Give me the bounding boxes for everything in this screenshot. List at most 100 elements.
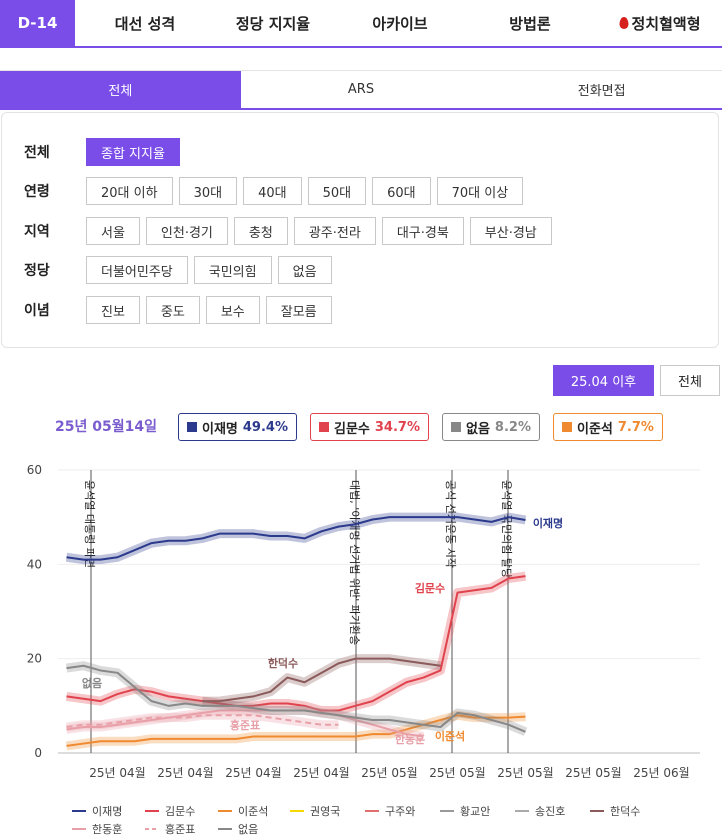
filter-option[interactable]: 대구·경북 [381,217,464,245]
filter-option[interactable]: 부산·경남 [469,217,552,245]
y-tick-label: 40 [27,557,42,571]
dday: D-14 [0,0,75,46]
y-tick-label: 60 [27,463,42,477]
series-label: 홍준표 [230,718,260,732]
filter-label: 연령 [24,184,50,200]
legend-label: 한덕수 [610,805,640,818]
legend-label: 구주와 [385,805,415,818]
badge-swatch [319,422,329,432]
series-label: 이준석 [435,729,465,743]
x-tick-label: 25년 06월 [633,766,689,780]
range-button[interactable]: 25.04 이후 [553,365,654,396]
legend-label: 한동훈 [92,823,122,836]
nav-item[interactable]: 정치혈액형 [619,0,701,46]
series-line [66,516,526,561]
filter-option[interactable]: 진보 [86,296,140,324]
y-tick-label: 20 [27,652,42,666]
series-line [66,709,424,738]
legend-label: 홍준표 [165,822,195,836]
badge-value: 34.7% [374,419,420,435]
series-line [202,657,441,703]
series-line [66,664,526,733]
badge-name: 이준석 [577,421,613,437]
date: 25년 05월14일 [55,419,157,435]
x-tick-label: 25년 05월 [497,766,553,780]
legend-label: 황교안 [460,805,490,818]
legend-badge[interactable]: 이준석 7.7% [553,413,663,441]
nav-item[interactable]: 아카이브 [372,0,427,46]
filter-option[interactable]: 20대 이하 [86,177,173,205]
tab[interactable]: 전화면접 [577,84,626,99]
nav-item[interactable]: 정당 지지율 [236,0,310,46]
legend-label: 김문수 [165,805,195,818]
filter-option[interactable]: 충청 [233,217,288,245]
filter-option[interactable]: 없음 [277,256,332,284]
badge-swatch [451,422,461,432]
filter-option[interactable]: 60대 [372,177,431,205]
chart: 0 20 40 60 25년 04월 25년 04월 25년 04월 25년 04월 25년 0… [27,463,700,836]
filter-options: 진보 중도 보수 잘모름 [86,296,332,324]
filter-option[interactable]: 광주·전라 [293,217,376,245]
x-tick-label: 25년 04월 [293,766,349,780]
filter-option[interactable]: 70대 이상 [436,177,524,205]
filter-label: 이념 [24,303,50,319]
series-line [66,714,526,747]
event-label: 공식 선거운동 시작 [444,480,457,568]
filter-option[interactable]: 종합 지지율 [86,138,180,166]
series-label: 한덕수 [268,656,298,670]
filter-option[interactable]: 잘모름 [265,296,332,324]
filter-row: 정당 더불어민주당 국민의힘 없음 [24,256,332,284]
nav-label: 정치혈액형 [631,14,701,33]
filter-option[interactable]: 40대 [243,177,302,205]
tab[interactable]: 전체 [0,71,241,108]
filter-option[interactable]: 보수 [205,296,260,324]
badge-swatch [187,422,197,432]
range-button[interactable]: 전체 [660,365,720,396]
badge-swatch [562,422,572,432]
top-nav [0,0,722,48]
filter-option[interactable]: 인천·경기 [145,217,228,245]
tab[interactable]: ARS [347,82,375,97]
badge-name: 김문수 [334,421,370,437]
series-line [66,714,339,729]
filter-row: 지역 서울 인천·경기 충청 광주·전라 대구·경북 부산·경남 [24,217,552,245]
filter-option[interactable]: 서울 [86,217,140,245]
filter-options: 더불어민주당 국민의힘 없음 [86,256,332,284]
nav-label: 정당 지지율 [235,14,311,33]
filter-row: 전체 종합 지지율 [24,138,180,166]
y-tick-label: 0 [34,746,42,760]
filter-option[interactable]: 국민의힘 [193,256,272,284]
filter-option[interactable]: 더불어민주당 [86,256,188,284]
filter-option[interactable]: 중도 [145,296,200,324]
legend-badge[interactable]: 없음 8.2% [442,413,540,441]
x-tick-label: 25년 04월 [225,766,281,780]
filter-label: 전체 [24,145,50,161]
x-tick-label: 25년 05월 [565,766,621,780]
legend-label: 없음 [238,823,258,836]
event-label: 대법, '이재명 선거법 위반' 파기환송 [348,480,361,645]
nav-item[interactable]: 방법론 [509,0,550,46]
filter-options: 서울 인천·경기 충청 광주·전라 대구·경북 부산·경남 [86,217,552,245]
legend-badge[interactable]: 김문수 34.7% [310,413,429,441]
filter-option[interactable]: 30대 [178,177,238,205]
legend-label: 이재명 [92,805,122,818]
legend-badge[interactable]: 이재명 49.4% [178,413,297,441]
series-label: 김문수 [415,582,445,595]
nav-label: 방법론 [509,14,551,33]
x-tick-label: 25년 05월 [361,766,417,780]
series-label: 이재명 [533,516,563,530]
legend-label: 권영국 [310,805,340,818]
badge-value: 49.4% [242,419,288,435]
filter-row: 연령 20대 이하 30대 40대 50대 60대 70대 이상 [24,177,524,205]
tabs: 전체 ARS 전화면접 [0,70,722,110]
filter-option[interactable]: 50대 [307,177,367,205]
filter-label: 지역 [24,224,50,240]
nav-label: 대선 성격 [114,14,176,33]
x-tick-label: 25년 05월 [429,766,485,780]
drop-icon [619,17,629,29]
badge-value: 8.2% [494,419,531,435]
x-tick-label: 25년 04월 [89,766,145,780]
nav-item[interactable]: 대선 성격 [115,0,175,46]
event-label: 윤석열 국민의힘 탈당 [500,480,513,578]
